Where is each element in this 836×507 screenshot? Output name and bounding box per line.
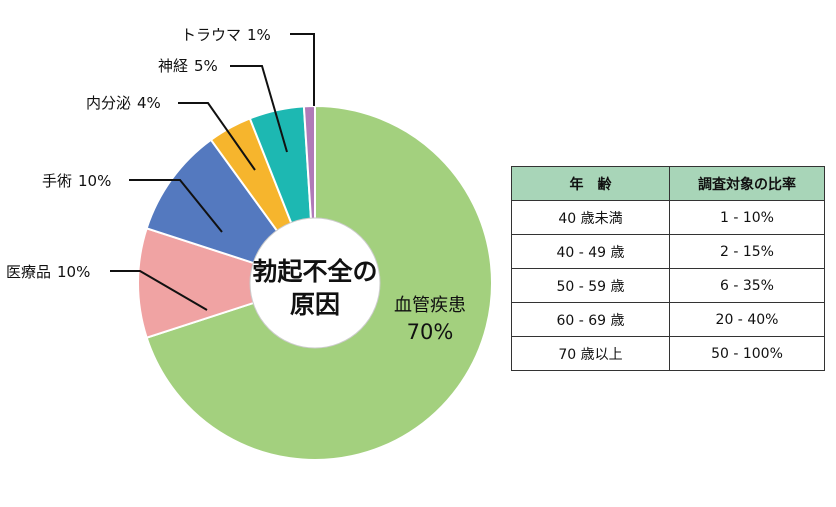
callout-surgery: 手術 10% bbox=[42, 172, 111, 190]
callout-endocrine: 内分泌 4% bbox=[86, 94, 161, 112]
callout-value-endocrine: 4% bbox=[137, 94, 161, 112]
slice-medication bbox=[137, 227, 319, 339]
callout-medication: 医療品 10% bbox=[6, 263, 90, 281]
age-cell: 60 - 69 歳 bbox=[511, 302, 670, 337]
ratio-cell: 2 - 15% bbox=[669, 234, 825, 269]
table-row: 40 - 49 歳 2 - 15% bbox=[511, 234, 825, 269]
leader-line-nerve bbox=[230, 65, 288, 153]
header-age: 年 齢 bbox=[511, 166, 670, 201]
callout-label-medication: 医療品 bbox=[6, 263, 51, 281]
age-cell: 70 歳以上 bbox=[511, 336, 670, 371]
callout-label-nerve: 神経 bbox=[158, 57, 188, 75]
callout-value-surgery: 10% bbox=[78, 172, 111, 190]
ratio-cell: 1 - 10% bbox=[669, 200, 825, 235]
table-header-row: 年 齢 調査対象の比率 bbox=[511, 166, 825, 201]
callout-label-surgery: 手術 bbox=[42, 172, 72, 190]
callout-value-nerve: 5% bbox=[194, 57, 218, 75]
table-row: 50 - 59 歳 6 - 35% bbox=[511, 268, 825, 303]
table-row: 60 - 69 歳 20 - 40% bbox=[511, 302, 825, 337]
svg-text:神経5%: 神経 5% bbox=[158, 57, 218, 75]
leader-line-endocrine bbox=[178, 102, 256, 171]
callout-nerve: 神経 5% bbox=[158, 57, 218, 75]
ratio-cell: 20 - 40% bbox=[669, 302, 825, 337]
center-label-line-1: 勃起不全の bbox=[252, 257, 377, 286]
ratio-cell: 50 - 100% bbox=[669, 336, 825, 371]
leader-line-trauma bbox=[290, 33, 315, 106]
table-row: 40 歳未満 1 - 10% bbox=[511, 200, 825, 235]
slice-value-vascular: 70% bbox=[407, 320, 454, 344]
callout-trauma: トラウマ 1% bbox=[181, 26, 271, 44]
leader-line-medication bbox=[110, 270, 208, 311]
donut-hole bbox=[249, 217, 381, 349]
center-label-line-2: 原因 bbox=[290, 290, 340, 319]
ratio-cell: 6 - 35% bbox=[669, 268, 825, 303]
leader-line-surgery bbox=[129, 179, 223, 233]
age-ratio-table: 年 齢 調査対象の比率 40 歳未満 1 - 10% 40 - 49 歳 2 -… bbox=[511, 166, 825, 371]
callout-value-trauma: 1% bbox=[247, 26, 271, 44]
age-cell: 40 - 49 歳 bbox=[511, 234, 670, 269]
table-row: 70 歳以上 50 - 100% bbox=[511, 336, 825, 371]
slice-label-vascular: 血管疾患 bbox=[394, 295, 466, 316]
callout-label-endocrine: 内分泌 bbox=[86, 94, 131, 112]
age-cell: 40 歳未満 bbox=[511, 200, 670, 235]
callout-label-trauma: トラウマ bbox=[181, 26, 241, 44]
age-cell: 50 - 59 歳 bbox=[511, 268, 670, 303]
header-ratio: 調査対象の比率 bbox=[669, 166, 825, 201]
callout-value-medication: 10% bbox=[57, 263, 90, 281]
